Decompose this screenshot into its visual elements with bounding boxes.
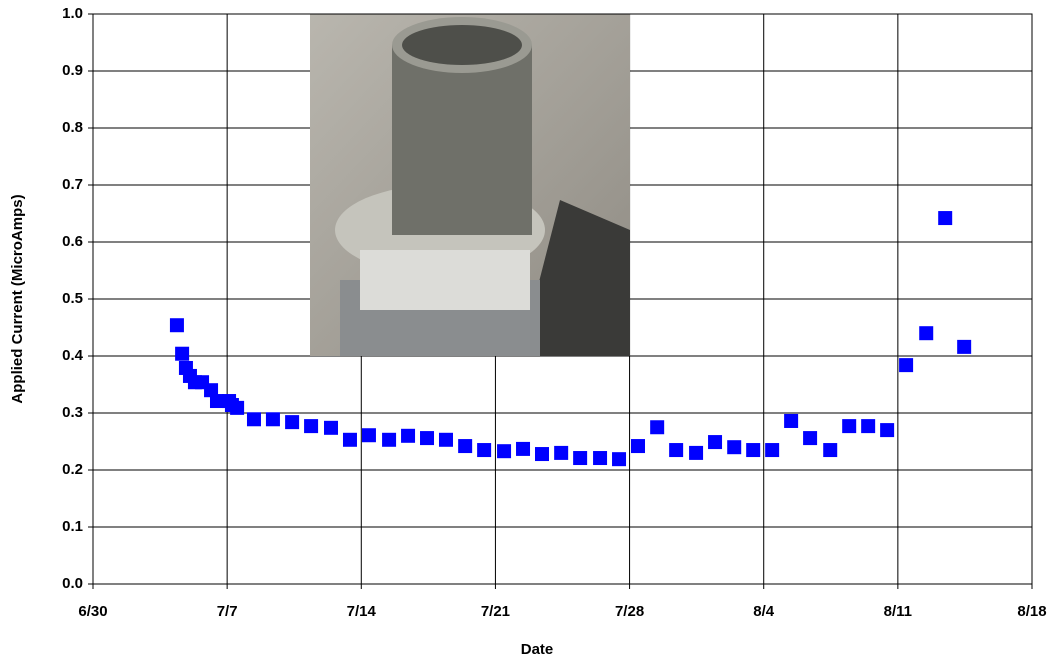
data-point (477, 443, 492, 458)
y-tick-label: 0.0 (62, 575, 83, 592)
y-tick-label: 0.2 (62, 461, 83, 478)
data-point (669, 443, 684, 458)
photo (310, 14, 630, 356)
data-point (265, 412, 280, 427)
data-point (573, 451, 588, 466)
data-point (534, 447, 549, 462)
data-point (230, 400, 245, 415)
data-point (631, 439, 646, 454)
data-point (957, 339, 972, 354)
y-tick-label: 0.6 (62, 233, 83, 250)
data-point (708, 435, 723, 450)
x-tick-label: 8/18 (1017, 603, 1046, 620)
data-point (765, 443, 780, 458)
x-tick-label: 7/14 (347, 603, 377, 620)
data-point (784, 413, 799, 428)
data-point (823, 443, 838, 458)
y-axis-label: Applied Current (MicroAmps) (9, 194, 26, 403)
y-tick-label: 0.8 (62, 119, 83, 136)
data-point (285, 415, 300, 430)
data-point (324, 420, 339, 435)
data-point (593, 451, 608, 466)
data-point (304, 419, 319, 434)
data-point (727, 440, 742, 455)
x-tick-label: 7/28 (615, 603, 644, 620)
data-point (554, 445, 569, 460)
data-point (497, 444, 512, 459)
x-tick-label: 6/30 (78, 603, 107, 620)
data-point (938, 211, 953, 226)
data-point (246, 412, 261, 427)
data-point (204, 383, 219, 398)
data-point (169, 318, 184, 333)
x-tick-label: 8/4 (753, 603, 775, 620)
y-tick-label: 1.0 (62, 5, 83, 22)
data-point (438, 432, 453, 447)
data-point (175, 346, 190, 361)
data-point (342, 432, 357, 447)
data-point (401, 428, 416, 443)
y-tick-label: 0.5 (62, 290, 83, 307)
data-point (861, 419, 876, 434)
data-point (516, 441, 531, 456)
y-tick-label: 0.9 (62, 62, 83, 79)
y-tick-label: 0.3 (62, 404, 83, 421)
x-tick-label: 7/7 (217, 603, 238, 620)
data-point (689, 445, 704, 460)
y-tick-label: 0.7 (62, 176, 83, 193)
x-tick-label: 8/11 (884, 603, 912, 620)
data-point (209, 394, 224, 409)
x-tick-label: 7/21 (481, 603, 510, 620)
data-point (382, 432, 397, 447)
data-point (361, 428, 376, 443)
data-point (612, 452, 627, 467)
data-point (880, 423, 895, 438)
data-point (842, 419, 857, 434)
data-point (650, 420, 665, 435)
x-axis-label: Date (521, 641, 554, 658)
data-point (899, 358, 914, 373)
y-tick-label: 0.4 (62, 347, 84, 364)
data-point (746, 443, 761, 458)
data-point (420, 431, 435, 446)
data-point (803, 431, 818, 446)
data-point (919, 326, 934, 341)
y-tick-label: 0.1 (62, 518, 83, 535)
data-point (458, 439, 473, 454)
